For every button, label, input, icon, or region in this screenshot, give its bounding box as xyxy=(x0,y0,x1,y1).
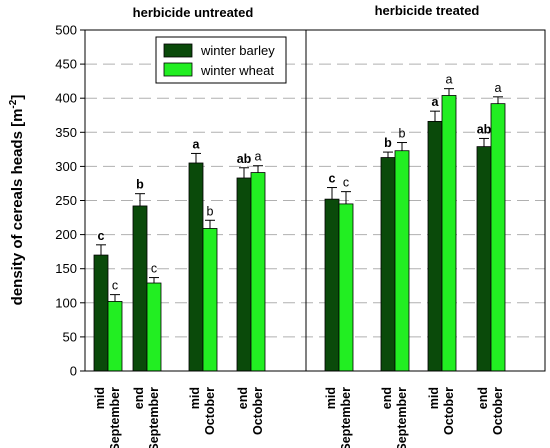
significance-label-wheat: a xyxy=(495,81,502,95)
bar-barley xyxy=(93,254,109,372)
category-label-line2: September xyxy=(339,387,353,448)
significance-label-barley: b xyxy=(136,178,144,192)
significance-label-barley: ab xyxy=(237,152,252,166)
y-tick-label: 150 xyxy=(55,261,77,276)
category-label: mid September xyxy=(324,387,353,448)
significance-label-wheat: c xyxy=(112,279,118,293)
bar-barley xyxy=(188,162,204,372)
y-tick-label: 450 xyxy=(55,57,77,72)
legend-swatch-wheat xyxy=(163,62,193,77)
y-tick-label: 0 xyxy=(70,364,77,379)
significance-label-wheat: b xyxy=(399,127,406,141)
category-label-line2: September xyxy=(147,387,161,448)
category-label-line1: end xyxy=(236,387,250,409)
significance-label-wheat: c xyxy=(343,176,349,190)
bar-barley xyxy=(132,205,148,372)
significance-label-barley: b xyxy=(384,136,392,150)
category-label-line1: mid xyxy=(93,387,107,409)
significance-label-barley: c xyxy=(98,229,105,243)
significance-label-barley: a xyxy=(193,137,201,151)
category-label-line2: October xyxy=(203,387,217,435)
category-label: mid September xyxy=(93,387,122,448)
legend-label-barley: winter barley xyxy=(200,43,275,58)
legend: winter barley winter wheat xyxy=(155,36,287,84)
y-axis-ticks: 0 50 100 150 200 250 300 350 400 450 500 xyxy=(55,23,85,379)
bar-wheat xyxy=(146,282,162,372)
category-label-line1: mid xyxy=(324,387,338,409)
y-tick-label: 100 xyxy=(55,295,77,310)
bar-wheat xyxy=(490,103,506,372)
category-label-line2: September xyxy=(108,387,122,448)
significance-label-wheat: b xyxy=(207,204,214,218)
category-label-line1: mid xyxy=(427,387,441,409)
bar-wheat xyxy=(202,228,218,372)
y-tick-label: 400 xyxy=(55,91,77,106)
significance-label-barley: ab xyxy=(477,122,492,136)
y-tick-label: 250 xyxy=(55,193,77,208)
bar-wheat xyxy=(338,203,354,372)
y-tick-label: 350 xyxy=(55,125,77,140)
bar-wheat xyxy=(107,301,123,372)
bar-barley xyxy=(380,157,396,372)
bar-barley xyxy=(236,177,252,372)
bar-barley xyxy=(324,198,340,372)
y-tick-label: 300 xyxy=(55,159,77,174)
category-label: mid October xyxy=(188,387,217,435)
bars xyxy=(93,88,506,372)
significance-label-wheat: a xyxy=(255,150,262,164)
category-label: end September xyxy=(380,387,409,448)
y-axis-label-sup: -2 xyxy=(8,99,19,108)
y-axis-label-close: ] xyxy=(9,95,26,100)
category-label-line2: October xyxy=(442,387,456,435)
legend-swatch-barley xyxy=(163,43,193,58)
y-tick-label: 200 xyxy=(55,227,77,242)
legend-label-wheat: winter wheat xyxy=(200,63,274,78)
bar-barley xyxy=(476,146,492,372)
category-label: end September xyxy=(132,387,161,448)
x-axis-categories: mid September end September mid October end Oct… xyxy=(93,387,505,448)
bar-barley xyxy=(427,120,443,372)
significance-label-barley: c xyxy=(329,172,336,186)
category-label-line1: end xyxy=(132,387,146,409)
category-label-line1: mid xyxy=(188,387,202,409)
category-label-line1: end xyxy=(476,387,490,409)
bar-wheat xyxy=(394,150,410,372)
bar-wheat xyxy=(250,172,266,372)
category-label-line2: October xyxy=(491,387,505,435)
category-label: mid October xyxy=(427,387,456,435)
panel-title-treated: herbicide treated xyxy=(375,3,480,18)
category-label-line1: end xyxy=(380,387,394,409)
panel-title-untreated: herbicide untreated xyxy=(133,5,254,20)
significance-label-wheat: a xyxy=(446,73,453,87)
y-axis-label: density of cereals heads [m-2] xyxy=(8,95,26,306)
category-label-line2: October xyxy=(251,387,265,435)
significance-label-barley: a xyxy=(432,95,440,109)
category-label: end October xyxy=(236,387,265,435)
y-tick-label: 500 xyxy=(55,23,77,38)
y-tick-label: 50 xyxy=(63,329,77,344)
category-label: end October xyxy=(476,387,505,435)
category-label-line2: September xyxy=(395,387,409,448)
significance-label-wheat: c xyxy=(151,262,157,276)
bar-wheat xyxy=(441,95,457,372)
